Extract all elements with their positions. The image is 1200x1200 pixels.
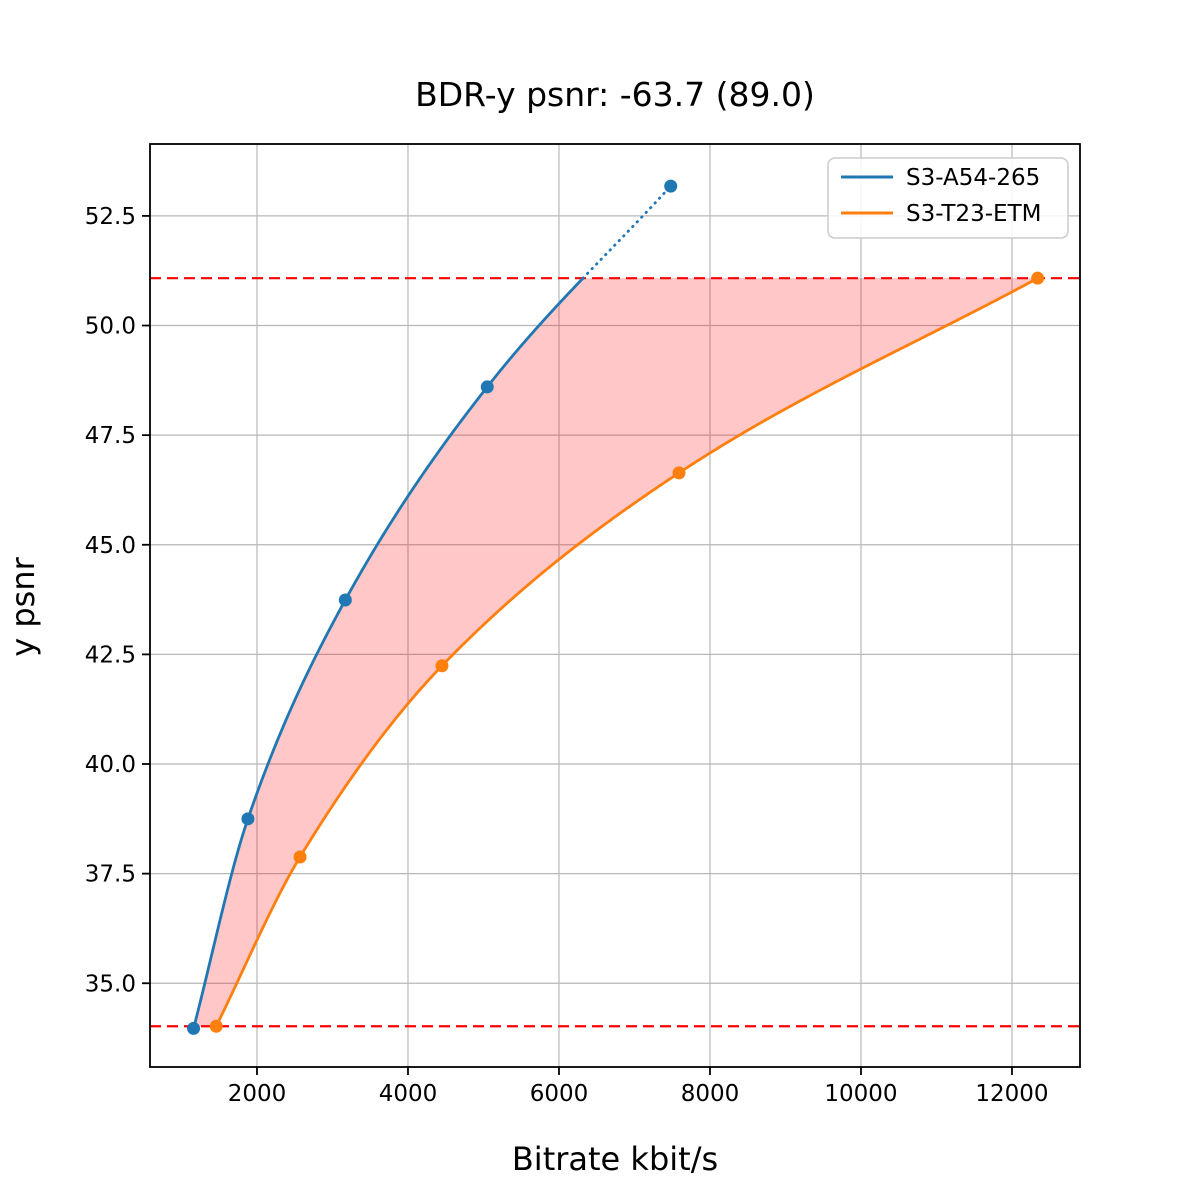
legend: S3-A54-265 S3-T23-ETM <box>827 157 1069 239</box>
bd-rate-fill-region <box>194 278 1038 1027</box>
plot-frame <box>149 143 1081 1068</box>
y-tick-label: 50.0 <box>85 314 136 340</box>
data-point-marker <box>209 1019 223 1033</box>
chart-title: BDR-y psnr: -63.7 (89.0) <box>415 75 815 114</box>
data-point-marker <box>664 179 678 193</box>
y-tick-label: 37.5 <box>85 862 136 888</box>
plot-render-layer: 2000 4000 6000 8000 10000 12000 35.0 37.5 40.0 42… <box>85 143 1081 1107</box>
x-tick-label: 4000 <box>379 1081 438 1107</box>
data-point-marker <box>480 380 494 394</box>
y-tick-label: 35.0 <box>85 971 136 997</box>
x-tick-label: 8000 <box>681 1081 740 1107</box>
data-point-marker <box>672 466 686 480</box>
series-line-0 <box>192 277 585 1029</box>
y-tick-label: 45.0 <box>85 533 136 559</box>
series-line-1 <box>214 276 1039 1027</box>
data-point-marker <box>241 812 255 826</box>
x-tick-label: 10000 <box>824 1081 897 1107</box>
data-point-marker <box>187 1021 201 1035</box>
data-point-marker <box>338 593 352 607</box>
legend-label-0: S3-A54-265 <box>906 165 1040 191</box>
data-point-marker <box>435 659 449 673</box>
x-tick-label: 6000 <box>530 1081 589 1107</box>
series-line-0-dotted-extension <box>581 184 673 280</box>
x-tick-label: 12000 <box>975 1081 1048 1107</box>
y-axis-label: y psnr <box>4 556 42 656</box>
x-axis-label: Bitrate kbit/s <box>512 1140 718 1178</box>
y-tick-label: 40.0 <box>85 752 136 778</box>
y-tick-label: 47.5 <box>85 423 136 449</box>
x-tick-label: 2000 <box>228 1081 287 1107</box>
y-tick-label: 52.5 <box>85 204 136 230</box>
data-point-marker <box>1031 271 1045 285</box>
y-tick-label: 42.5 <box>85 642 136 668</box>
legend-label-1: S3-T23-ETM <box>906 201 1041 227</box>
data-point-marker <box>293 850 307 864</box>
